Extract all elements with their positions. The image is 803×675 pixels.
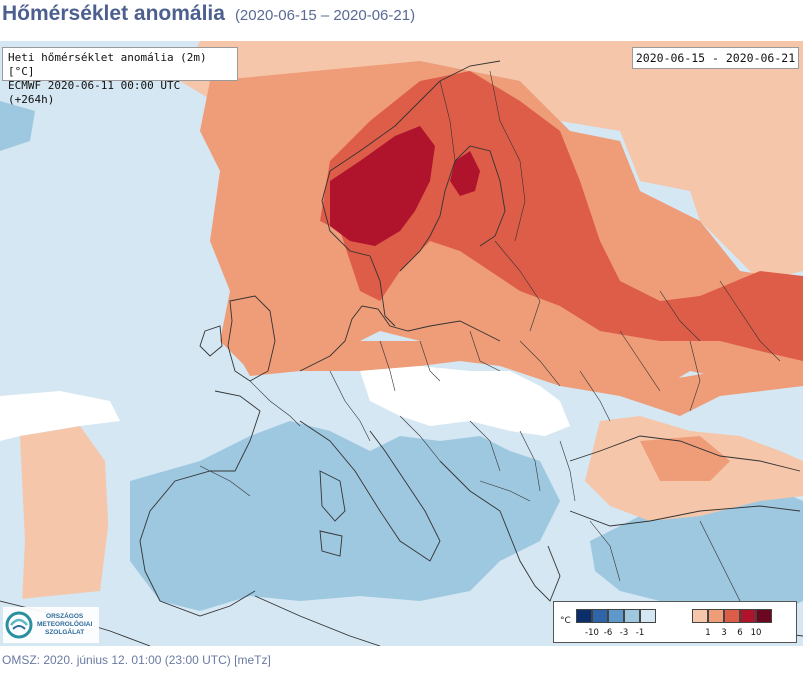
period-text: (2020-06-15 – 2020-06-21)	[234, 7, 416, 24]
neutral-region-west	[0, 391, 120, 441]
legend-label-cold-3: -3	[619, 628, 629, 638]
anomaly-map	[0, 41, 803, 646]
info-line-model-run: ECMWF 2020-06-11 00:00 UTC (+264h)	[8, 79, 181, 106]
omsz-logo-line-3: SZOLGÁLAT	[45, 629, 85, 636]
warm-region-scandinavia	[320, 71, 803, 361]
hot-core-norway	[330, 126, 435, 246]
legend-swatch-warm-2	[708, 609, 724, 623]
omsz-logo: ORSZÁGOS METEOROLÓGIAI SZOLGÁLAT	[3, 607, 99, 643]
legend-label-cold-4: -1	[635, 628, 645, 638]
color-legend: °C -10 -6 -3 -1 1 3 6 10	[553, 601, 797, 643]
title-text: Hőmérséklet anomália	[2, 2, 225, 25]
omsz-logo-icon	[5, 611, 33, 639]
neutral-region-central	[360, 366, 570, 436]
page-title: Hőmérséklet anomália (2020-06-15 – 2020-…	[2, 2, 415, 32]
warm-region-central	[230, 326, 803, 416]
info-line-variable: Heti hőmérséklet anomália (2m) [°C]	[8, 51, 207, 78]
warm-region-north-light	[180, 41, 803, 281]
legend-swatch-cold-1	[576, 609, 592, 623]
legend-label-warm-1: 1	[705, 628, 711, 638]
footer-timestamp: OMSZ: 2020. június 12. 01:00 (23:00 UTC)…	[2, 653, 271, 667]
omsz-logo-line-1: ORSZÁGOS	[46, 613, 84, 620]
cold-region-south	[130, 421, 560, 611]
date-range-box: 2020-06-15 - 2020-06-21	[632, 47, 799, 69]
legend-swatch-warm-3	[724, 609, 740, 623]
warm-region-anatolia	[640, 436, 730, 481]
cold-region-turkey	[590, 491, 803, 621]
legend-swatch-warm-1	[692, 609, 708, 623]
legend-swatch-cold-5	[640, 609, 656, 623]
country-borders	[199, 70, 781, 602]
atlantic-cold-region	[0, 41, 175, 401]
omsz-logo-line-2: METEOROLÓGIAI	[37, 621, 93, 628]
legend-unit: °C	[560, 616, 571, 626]
hot-core-finland	[450, 151, 480, 196]
legend-label-warm-4: 10	[750, 628, 762, 638]
atlantic-warm-patch	[20, 426, 110, 646]
legend-swatch-cold-3	[608, 609, 624, 623]
legend-label-cold-2: -6	[603, 628, 613, 638]
legend-swatch-cold-4	[624, 609, 640, 623]
legend-swatch-cold-2	[592, 609, 608, 623]
info-box: Heti hőmérséklet anomália (2m) [°C] ECMW…	[2, 47, 238, 106]
legend-label-warm-3: 6	[737, 628, 743, 638]
atlantic-cold-patch	[0, 101, 35, 151]
legend-label-warm-2: 3	[721, 628, 727, 638]
omsz-logo-text: ORSZÁGOS METEOROLÓGIAI SZOLGÁLAT	[37, 613, 92, 637]
legend-swatch-warm-4	[740, 609, 756, 623]
legend-swatch-warm-5	[756, 609, 772, 623]
legend-label-cold-1: -10	[585, 628, 599, 638]
